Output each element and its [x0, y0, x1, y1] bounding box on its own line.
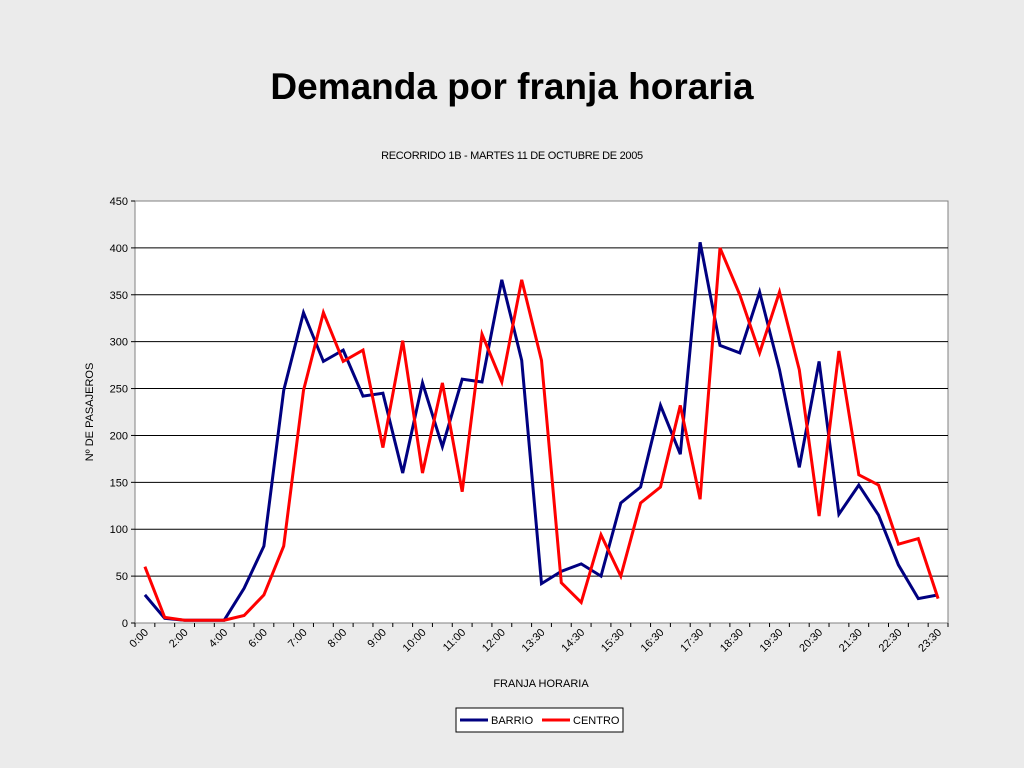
legend-label-barrio: BARRIO — [491, 715, 534, 727]
x-tick-label-7:00: 7:00 — [286, 627, 310, 651]
x-tick-label-13:30: 13:30 — [520, 627, 548, 655]
legend-label-centro: CENTRO — [573, 715, 620, 727]
x-tick-label-17:30: 17:30 — [678, 627, 706, 655]
x-tick-label-11:00: 11:00 — [441, 627, 468, 654]
y-tick-label-0: 0 — [122, 618, 128, 630]
x-tick-label-20:30: 20:30 — [797, 627, 825, 655]
y-axis-label: Nº DE PASAJEROS — [84, 363, 96, 462]
y-tick-label-200: 200 — [110, 430, 128, 442]
y-tick-label-350: 350 — [110, 290, 128, 302]
x-tick-label-19:30: 19:30 — [758, 627, 786, 655]
slide-title: Demanda por franja horaria — [270, 66, 754, 107]
chart-subtitle: RECORRIDO 1B - MARTES 11 DE OCTUBRE DE 2… — [381, 150, 643, 162]
x-tick-label-22:30: 22:30 — [877, 627, 905, 655]
x-tick-label-8:00: 8:00 — [326, 627, 350, 651]
x-tick-label-2:00: 2:00 — [167, 627, 191, 651]
y-tick-label-50: 50 — [116, 571, 128, 583]
series-line-barrio — [143, 242, 939, 622]
x-tick-label-10:00: 10:00 — [401, 627, 429, 655]
x-tick-label-4:00: 4:00 — [207, 627, 231, 651]
x-tick-label-14:30: 14:30 — [559, 627, 587, 655]
x-tick-label-18:30: 18:30 — [718, 627, 746, 655]
x-tick-label-16:30: 16:30 — [639, 627, 667, 655]
gridlines — [135, 247, 948, 577]
y-axis-ticks: 0 50 100 150 200 250 300 350 400 450 — [110, 196, 135, 630]
y-tick-label-100: 100 — [110, 524, 128, 536]
y-tick-label-250: 250 — [110, 384, 128, 396]
x-tick-label-12:00: 12:00 — [480, 627, 508, 655]
x-tick-label-9:00: 9:00 — [365, 627, 389, 651]
y-tick-label-300: 300 — [110, 337, 128, 349]
x-axis-label: FRANJA HORARIA — [493, 678, 589, 690]
x-axis-ticks: 0:00 2:00 4:00 6:00 7:00 8:00 9:00 10:00 11:00 12… — [127, 623, 949, 655]
legend: BARRIO CENTRO — [455, 707, 624, 733]
x-tick-label-23:30: 23:30 — [916, 627, 944, 655]
y-tick-label-150: 150 — [110, 477, 128, 489]
x-tick-label-0:00: 0:00 — [127, 627, 151, 651]
x-tick-label-21:30: 21:30 — [837, 627, 865, 655]
y-tick-label-400: 400 — [110, 243, 128, 255]
x-tick-label-6:00: 6:00 — [246, 627, 270, 651]
plot-area — [134, 200, 949, 624]
y-tick-label-450: 450 — [110, 196, 128, 208]
series-line-centro — [143, 247, 940, 622]
series-lines — [143, 242, 940, 622]
x-tick-label-15:30: 15:30 — [599, 627, 627, 655]
